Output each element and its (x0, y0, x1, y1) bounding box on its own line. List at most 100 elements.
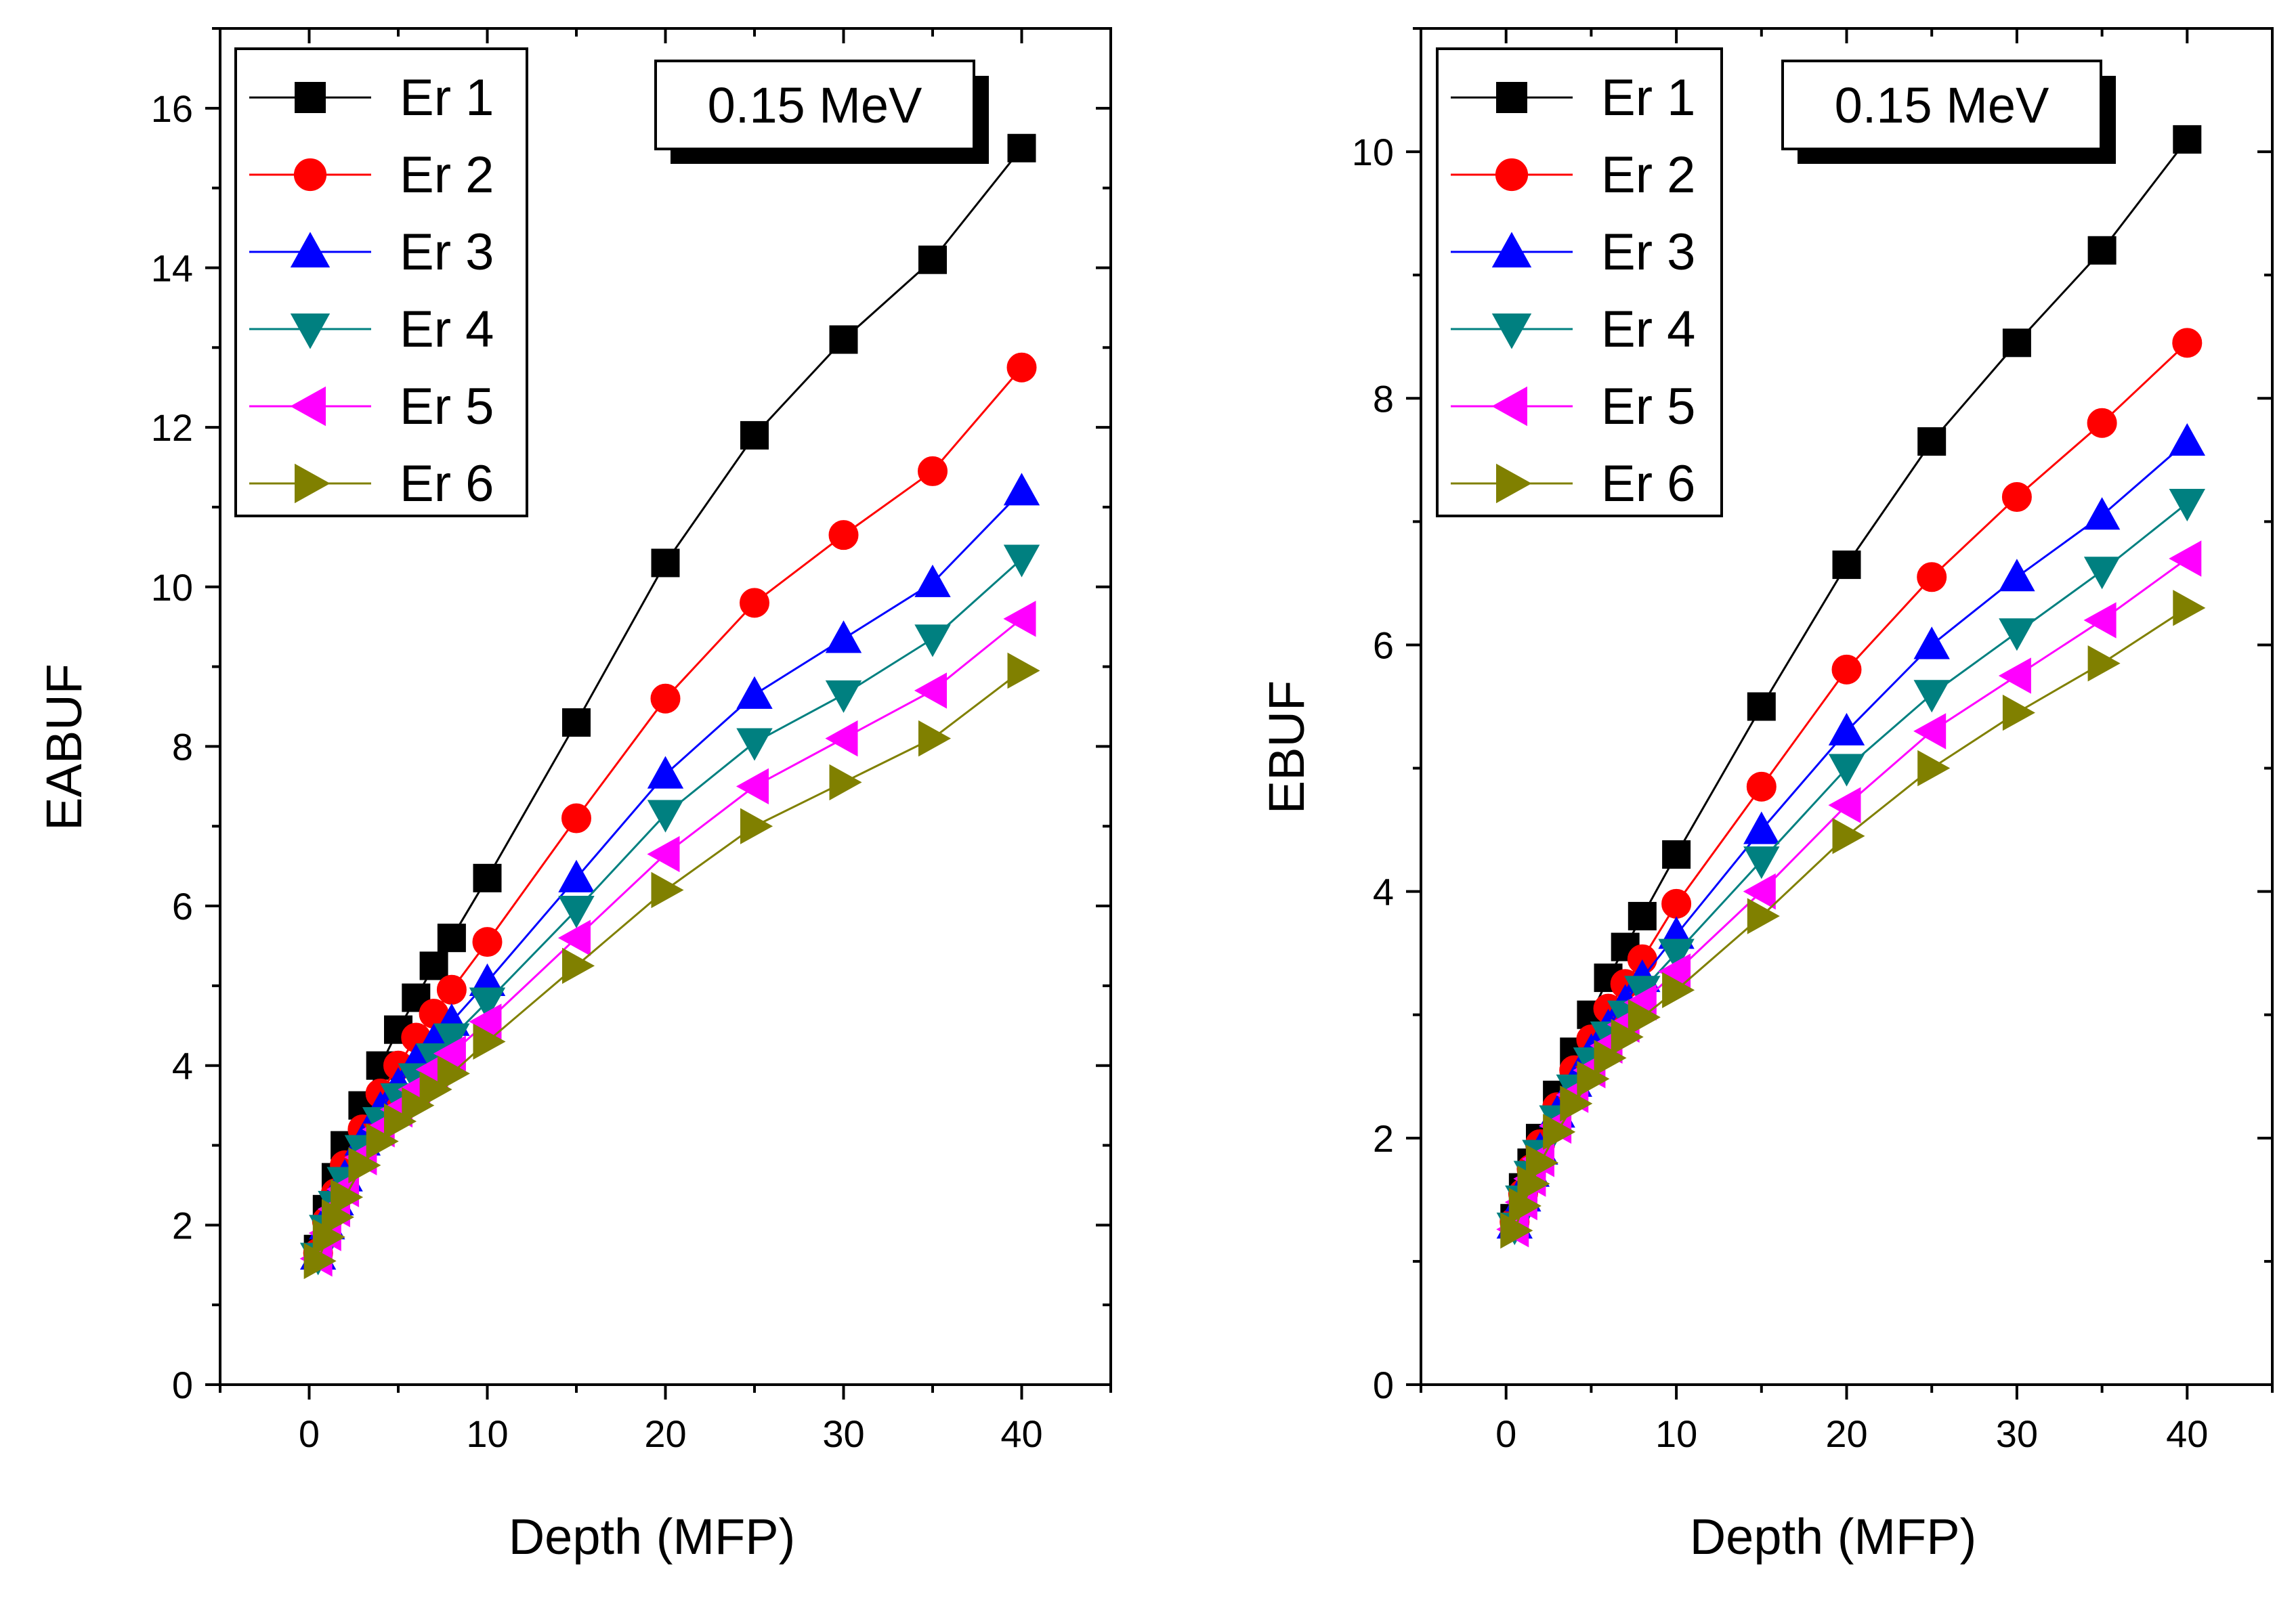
chart2-energy-note-text: 0.15 MeV (1835, 77, 2049, 133)
chart1-data-point (736, 676, 773, 709)
chart1-data-point (366, 1123, 399, 1160)
chart1-data-point (914, 624, 951, 657)
chart1-legend-item: Er 6 (249, 455, 494, 513)
chart2-energy-note-box (1781, 60, 2102, 150)
chart2-legend-marker (1496, 82, 1527, 113)
chart1-data-point (558, 895, 595, 929)
chart2-data-point (1913, 626, 1950, 659)
chart2-data-point (1999, 618, 2035, 651)
chart2-data-point (1743, 811, 1780, 844)
chart1-y-tick-label: 14 (151, 246, 193, 289)
chart2-y-tick-label: 0 (1373, 1364, 1394, 1406)
chart2-data-point (1998, 657, 2031, 694)
chart1-legend-item: Er 4 (249, 301, 494, 358)
chart2-x-axis-label: Depth (MFP) (1690, 1509, 1977, 1565)
chart1-legend-item: Er 5 (249, 378, 494, 435)
chart1-legend-item: Er 3 (249, 223, 494, 281)
chart2-data-point (1828, 787, 1861, 823)
chart1-data-point (419, 1071, 452, 1108)
chart1-legend-marker (290, 313, 331, 349)
chart1-data-point (437, 1055, 470, 1092)
chart1-data-point (918, 720, 952, 757)
chart1-x-axis-label: Depth (MFP) (509, 1509, 796, 1565)
chart2-data-point (1832, 550, 1861, 580)
chart2-y-tick-label: 6 (1373, 624, 1394, 666)
chart1-data-point (914, 672, 947, 709)
chart2-data-point (1500, 1212, 1533, 1249)
chart2-legend-item: Er 6 (1451, 455, 1695, 513)
chart1-series-6 (303, 652, 1040, 1280)
chart2-legend-label: Er 4 (1601, 301, 1695, 358)
chart1-data-point (828, 520, 859, 550)
chart1-y-axis: 0 2 4 6 8 10 12 14 16 (151, 27, 1111, 1406)
chart1-data-point (436, 974, 467, 1005)
chart1-energy-note: 0.15 MeV (654, 60, 989, 164)
chart2-legend-item: Er 2 (1451, 146, 1695, 204)
chart2-data-point (1560, 1085, 1593, 1122)
chart2-data-point (2169, 423, 2205, 456)
chart1-data-point (647, 836, 680, 873)
chart2-series-line (1513, 607, 2188, 1231)
chart2-legend-item: Er 5 (1451, 378, 1695, 435)
chart2-data-point (1525, 1144, 1559, 1181)
chart2-x-tick-label: 0 (1495, 1412, 1516, 1455)
chart2-data-point (1743, 846, 1780, 880)
chart2-y-axis: 0 2 4 6 8 10 (1352, 27, 2272, 1406)
chart2-legend-marker (1491, 313, 1532, 349)
chart2-data-point (2169, 489, 2205, 522)
chart2-data-point (1828, 754, 1865, 787)
chart1-data-point (918, 245, 947, 274)
chart2-data-point (1831, 654, 1862, 685)
chart2-legend-item: Er 4 (1451, 301, 1695, 358)
chart1-series-line (317, 558, 1023, 1257)
chart2-data-point (1661, 888, 1692, 919)
chart1-data-point (825, 720, 858, 757)
chart2-data-point (1658, 938, 1695, 972)
chart2-data-point (1832, 817, 1865, 854)
chart1-x-tick-label: 40 (1000, 1412, 1042, 1455)
chart2-data-point (2083, 497, 2121, 530)
chart1-data-point (650, 683, 681, 714)
chart1-data-point (918, 456, 948, 486)
chart1-data-point (472, 927, 503, 957)
chart1-legend-marker (290, 232, 331, 267)
chart2-x-tick-label: 10 (1655, 1412, 1697, 1455)
chart2-data-point (2002, 328, 2031, 358)
chart1-data-point (825, 680, 862, 713)
chart1-data-point (558, 859, 595, 892)
chart1-y-tick-label: 8 (172, 725, 193, 768)
chart1-legend-marker (293, 158, 327, 192)
chart2-y-axis-label: EBUF (1258, 680, 1315, 814)
chart1-legend-marker (295, 463, 331, 504)
chart2-data-point (2002, 694, 2035, 731)
chart2-data-point (1594, 1039, 1627, 1077)
chart1-legend-label: Er 2 (400, 146, 494, 204)
chart2-legend-marker (1495, 158, 1529, 192)
chart1-x-tick-label: 10 (466, 1412, 508, 1455)
chart2-data-point (1999, 559, 2035, 592)
chart1-y-tick-label: 12 (151, 406, 193, 449)
chart1-legend-label: Er 4 (400, 301, 494, 358)
chart2-legend-marker (1496, 463, 1532, 504)
chart1-data-point (561, 803, 591, 834)
chart1-data-point (1007, 133, 1036, 163)
chart2-data-point (2173, 125, 2202, 154)
chart2-series-line (1513, 502, 2188, 1228)
chart2-data-point (1662, 972, 1695, 1009)
chart1-data-point (562, 708, 591, 737)
chart1-legend-marker (295, 82, 326, 113)
chart1-data-point (740, 808, 773, 844)
chart1-legend-item: Er 2 (249, 146, 494, 204)
chart1-data-point (469, 1003, 502, 1040)
chart2-series-5 (1496, 540, 2202, 1248)
chart2-y-tick-label: 2 (1373, 1117, 1394, 1160)
chart2-y-tick-label: 4 (1373, 871, 1394, 913)
chart2-data-point (1917, 750, 1951, 787)
chart2-data-point (1917, 427, 1947, 456)
chart1-legend-label: Er 5 (400, 378, 494, 435)
chart2-data-point (1913, 680, 1950, 713)
chart1-x-axis: 0 10 20 30 40 (219, 28, 1112, 1455)
chart2-legend-box (1436, 47, 1723, 517)
chart2-data-point (1628, 999, 1661, 1036)
